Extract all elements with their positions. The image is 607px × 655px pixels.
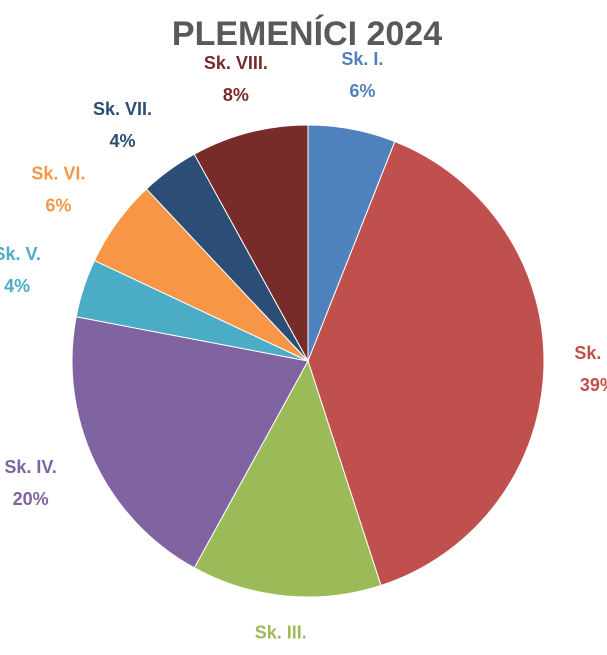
pie-slice bbox=[71, 316, 309, 569]
slice-value-label: 6% bbox=[349, 81, 375, 101]
pie-slice bbox=[193, 124, 309, 362]
slice-value-label: 8% bbox=[223, 85, 249, 105]
slice-label: Sk. I. bbox=[341, 49, 383, 69]
slice-value-label: 4% bbox=[4, 276, 30, 296]
slice-label: Sk. VII. bbox=[93, 99, 152, 119]
pie-slice bbox=[193, 359, 382, 598]
slice-label: Sk. VIII. bbox=[204, 53, 268, 73]
slice-label: Sk. V. bbox=[0, 244, 41, 264]
slice-value-label: 20% bbox=[13, 489, 49, 509]
slice-label: Sk. III. bbox=[255, 622, 307, 642]
slice-value-label: 39% bbox=[580, 375, 607, 395]
pie-slice bbox=[307, 140, 545, 587]
chart-title: PLEMENÍCI 2024 bbox=[172, 15, 442, 53]
slice-value-label: 6% bbox=[45, 195, 71, 215]
slice-label: Sk. II. bbox=[574, 343, 607, 363]
slice-label: Sk. IV. bbox=[4, 457, 56, 477]
slice-label: Sk. VI. bbox=[31, 163, 85, 183]
slice-value-label: 4% bbox=[110, 131, 136, 151]
